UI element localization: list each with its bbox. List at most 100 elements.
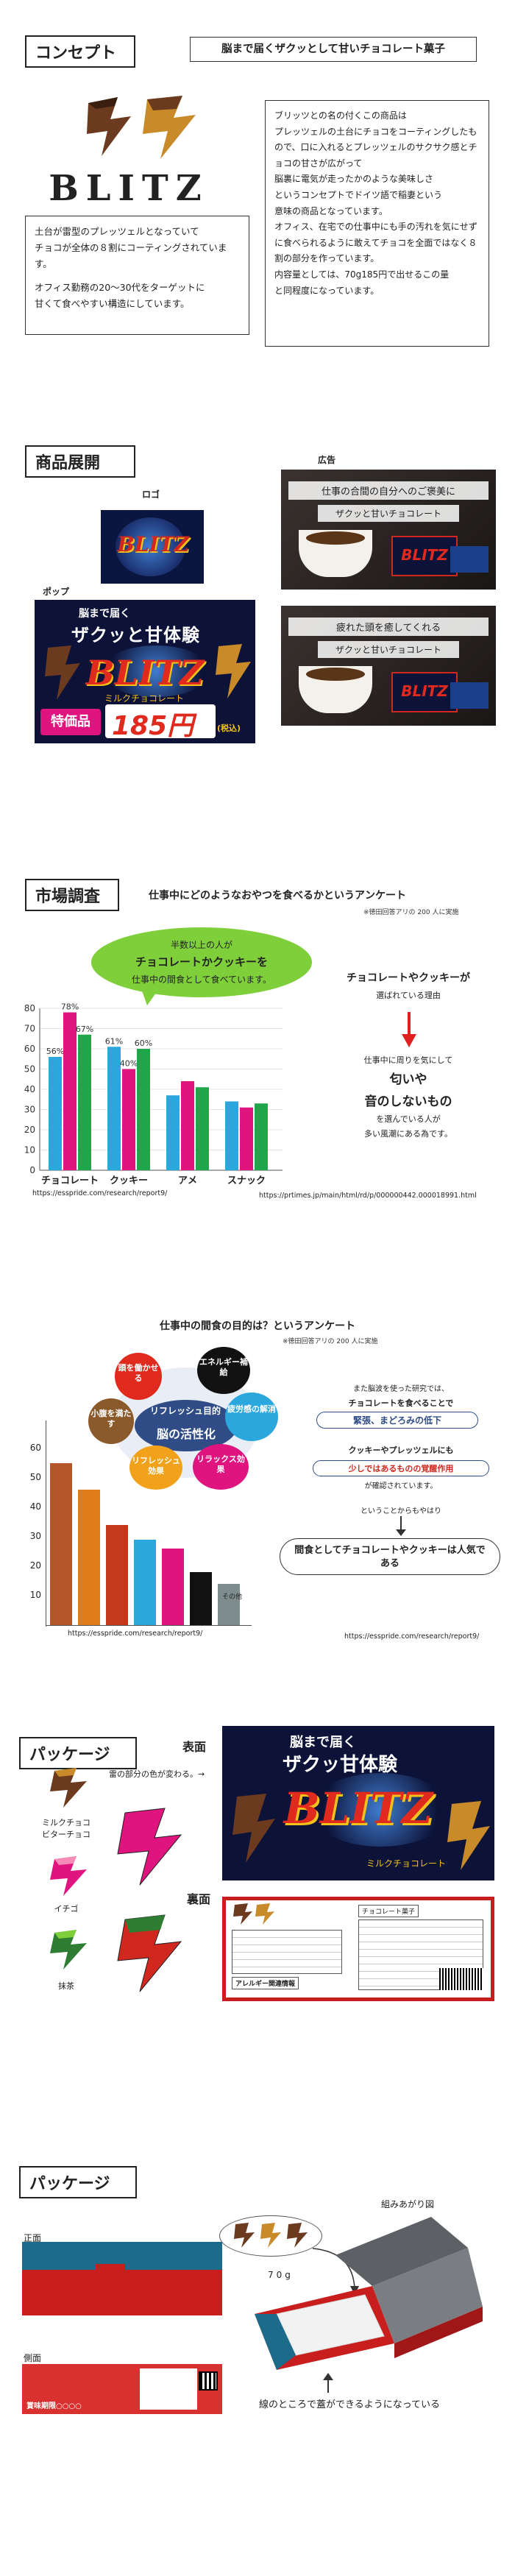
market-bar-chart: 0 10 20 30 40 50 60 70 80 56% 78% 67% チョコレート 61% 40% 60…: [24, 1002, 283, 1186]
reason-2: 匂いや: [389, 1072, 427, 1087]
market-bubble-line3: 仕事中の間食として食べています。: [132, 974, 271, 985]
snack-y-tick: 30: [29, 1531, 41, 1541]
pop-subtitle: ミルクチョコレート: [104, 693, 185, 704]
strawberry-bolt-icon: [50, 1856, 87, 1896]
variant-note: 雷の部分の色が変わる。→: [109, 1769, 205, 1779]
y-tick-label: 30: [24, 1105, 35, 1115]
ad-coffee: [306, 531, 365, 545]
package-back-allergy-title: アレルギー関連情報: [232, 1977, 299, 1989]
logo-mark: BLITZ: [117, 532, 189, 556]
ad-line1: 疲れた頭を癒してくれる: [288, 618, 489, 636]
market-url-left[interactable]: https://esspride.com/research/report9/: [32, 1189, 168, 1197]
x-tick-label: チョコレート: [41, 1175, 99, 1186]
package-front-headline: 脳まで届く: [290, 1735, 356, 1750]
pop-label: ポップ: [43, 587, 70, 597]
concept-right-line: プレッツェルの土台にチョコをコーティングしたもので、口に入れるとプレッツェルのサ…: [274, 126, 477, 169]
insight-4: クッキーやプレッツェルにも: [348, 1446, 454, 1455]
package-front-foot: ミルクチョコレート: [366, 1858, 447, 1869]
package-front-brand: BLITZ: [283, 1783, 433, 1833]
market-bubble-line2: チョコレートかクッキーを: [135, 955, 268, 969]
package2-side-text: 賞味期限○○○○: [26, 2402, 82, 2410]
pop-burst: [101, 645, 211, 697]
package-back-barcode: [439, 1968, 483, 1990]
insight-2: チョコレートを食べることで: [348, 1398, 454, 1408]
concept-right-line: 脳裏に電気が走ったかのような美味しさ: [274, 174, 434, 185]
concept-tagline: 脳まで届くザクッとして甘いチョコレート菓子: [190, 37, 477, 62]
snack-url-left[interactable]: https://esspride.com/research/report9/: [68, 1630, 203, 1638]
package2-weight: 70g: [268, 2270, 294, 2280]
snack-circle: 疲労感の解消: [225, 1393, 278, 1441]
snack-center: [135, 1400, 238, 1451]
reason-1: 仕事中に周りを気にして: [363, 1055, 453, 1065]
bar: [122, 1069, 135, 1170]
logo-label: ロゴ: [142, 489, 160, 500]
data-label: 60%: [135, 1038, 152, 1048]
concept-right-line: 意味の商品となっています。: [274, 205, 388, 216]
y-tick-label: 50: [24, 1064, 35, 1075]
concept-left-box: 土台が雷型のプレッツェルとなっていて チョコが全体の８割にコーティングされていま…: [25, 216, 249, 335]
logo-burst: [116, 517, 185, 576]
insight-5: 少しではあるものの覚醒作用: [313, 1460, 489, 1476]
chocolate-bolt-icon: [143, 96, 196, 159]
milk-chocolate-bolt-icon: [50, 1768, 87, 1808]
package-back-title: チョコレート菓子: [358, 1905, 419, 1917]
pop-bolt-icon: [45, 645, 80, 700]
market-survey-note: ※徳田回答アリの 200 人に実施: [363, 909, 459, 916]
reason-title-1: チョコレートやクッキーが: [347, 972, 470, 984]
bar: [63, 1012, 77, 1170]
snack-circle: エネルギー補給: [197, 1347, 250, 1394]
market-bubble-line1: 半数以上の人が: [170, 940, 232, 950]
package2-side-info: [140, 2368, 197, 2410]
market-url-right[interactable]: https://prtimes.jp/main/html/rd/p/000000…: [259, 1192, 477, 1200]
qr-code-icon: [199, 2371, 218, 2391]
x-tick-label: クッキー: [110, 1175, 148, 1186]
bar: [181, 1081, 194, 1170]
y-tick-label: 60: [24, 1044, 35, 1054]
pop-price-plate: [105, 704, 216, 738]
snack-url-right[interactable]: https://esspride.com/research/report9/: [344, 1632, 480, 1641]
concept-right-line: ブリッツとの名の付くこの商品は: [274, 110, 407, 121]
package1-back-label: 裏面: [187, 1892, 211, 1906]
package1-front-label: 表面: [182, 1740, 207, 1754]
snack-y-tick: 40: [29, 1501, 41, 1512]
y-tick-label: 40: [24, 1084, 35, 1094]
logo-preview: BLITZ: [101, 510, 204, 584]
ad-badge: BLITZ: [401, 682, 448, 700]
pop-brand: BLITZ: [85, 653, 205, 693]
package-back-table: [232, 1930, 342, 1974]
snack-y-tick: 50: [29, 1472, 41, 1482]
ad-coffee: [306, 668, 365, 681]
concept-left-line: 甘くて食べやすい構造にしています。: [35, 297, 190, 309]
variant-matcha-label: 抹茶: [58, 1981, 74, 1991]
snack-other-label: その他: [222, 1593, 243, 1601]
ad-preview-2: 疲れた頭を癒してくれる ザクッと甘いチョコレート BLITZ: [281, 606, 496, 726]
package2-side-label: 側面: [24, 2353, 42, 2363]
snack-survey-title: 仕事中の間食の目的は？というアンケート: [160, 1320, 355, 1332]
reason-title-2: 選ばれている理由: [376, 991, 441, 1000]
package-back-bolts: [233, 1903, 274, 1925]
y-tick-label: 0: [29, 1165, 35, 1175]
snack-conclusion: 間食としてチョコレートやクッキーは人気である: [280, 1538, 500, 1575]
chocolate-bolt-icon: [87, 97, 131, 156]
concept-heading: コンセプト: [25, 35, 135, 68]
down-arrow-icon: [396, 1516, 406, 1536]
pop-sale-badge: 特価品: [40, 709, 101, 735]
large-bolt-icon: [117, 1914, 182, 1992]
data-label: 67%: [76, 1025, 93, 1034]
reason-5: 多い風潮にある為です。: [364, 1129, 452, 1139]
y-tick-label: 10: [24, 1145, 35, 1156]
ad-tag: [450, 546, 489, 573]
concept-right-line: というコンセプトでドイツ語で稲妻という: [274, 189, 443, 200]
pop-subhead: ザクッと甘体験: [71, 625, 200, 645]
variant-strawberry-label: イチゴ: [54, 1904, 79, 1914]
market-bubble: [91, 927, 312, 997]
package-front-burst: [310, 1773, 450, 1847]
snack-y-tick: 60: [29, 1443, 41, 1453]
blitz-logo-bolts: [87, 96, 196, 159]
snack-bar: [106, 1525, 128, 1625]
package2-front-label: 正面: [24, 2233, 42, 2243]
bar: [166, 1095, 180, 1170]
bar: [240, 1107, 253, 1170]
package2-side-view: 賞味期限○○○○: [22, 2364, 222, 2414]
data-label: 56%: [46, 1047, 64, 1056]
